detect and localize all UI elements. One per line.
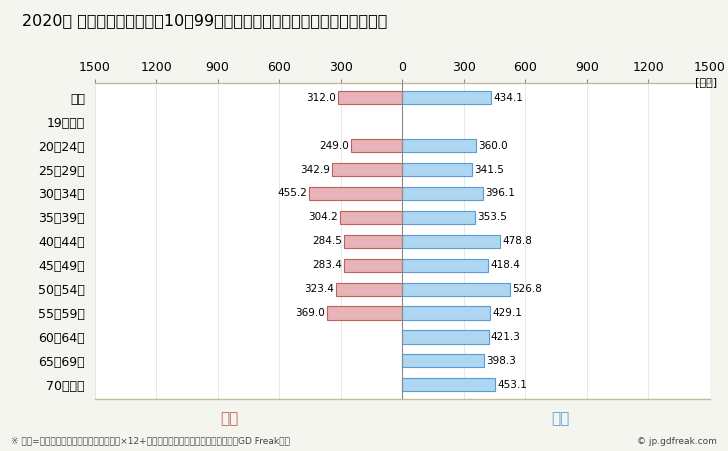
Bar [402,187,483,200]
Bar [402,235,500,248]
Bar [340,211,402,224]
Text: 369.0: 369.0 [295,308,325,318]
Text: 418.4: 418.4 [490,260,520,270]
Text: 2020年 民間企業（従業者数10〜99人）フルタイム労働者の男女別平均年収: 2020年 民間企業（従業者数10〜99人）フルタイム労働者の男女別平均年収 [22,14,387,28]
Text: 323.4: 323.4 [304,284,334,294]
Text: 342.9: 342.9 [300,165,330,175]
Text: 429.1: 429.1 [492,308,522,318]
Bar [402,307,490,320]
Text: 341.5: 341.5 [475,165,505,175]
Text: 478.8: 478.8 [502,236,532,246]
Text: 353.5: 353.5 [477,212,507,222]
Bar [402,211,475,224]
Text: 283.4: 283.4 [312,260,342,270]
Bar [402,139,476,152]
Text: 男性: 男性 [551,411,570,426]
Bar [336,282,402,296]
Bar [344,258,402,272]
Bar [402,354,484,368]
Text: 304.2: 304.2 [308,212,338,222]
Bar [402,378,495,391]
Text: 398.3: 398.3 [486,356,516,366]
Text: 249.0: 249.0 [320,141,349,151]
Bar [332,163,402,176]
Text: 526.8: 526.8 [513,284,542,294]
Bar [344,235,402,248]
Text: © jp.gdfreak.com: © jp.gdfreak.com [637,437,717,446]
Bar [351,139,402,152]
Text: [万円]: [万円] [695,77,717,87]
Bar [309,187,402,200]
Text: 455.2: 455.2 [277,189,306,198]
Text: 396.1: 396.1 [486,189,515,198]
Text: ※ 年収=「きまって支給する現金給与額」×12+「年間賞与その他特別給与額」としてGD Freak推計: ※ 年収=「きまって支給する現金給与額」×12+「年間賞与その他特別給与額」とし… [11,437,290,446]
Bar [402,163,472,176]
Text: 421.3: 421.3 [491,332,521,342]
Bar [402,282,510,296]
Bar [402,91,491,104]
Bar [402,331,488,344]
Text: 312.0: 312.0 [306,93,336,103]
Bar [327,307,402,320]
Bar [339,91,402,104]
Text: 女性: 女性 [220,411,239,426]
Text: 434.1: 434.1 [494,93,523,103]
Text: 453.1: 453.1 [497,380,527,390]
Text: 284.5: 284.5 [312,236,342,246]
Bar [402,258,488,272]
Text: 360.0: 360.0 [478,141,507,151]
